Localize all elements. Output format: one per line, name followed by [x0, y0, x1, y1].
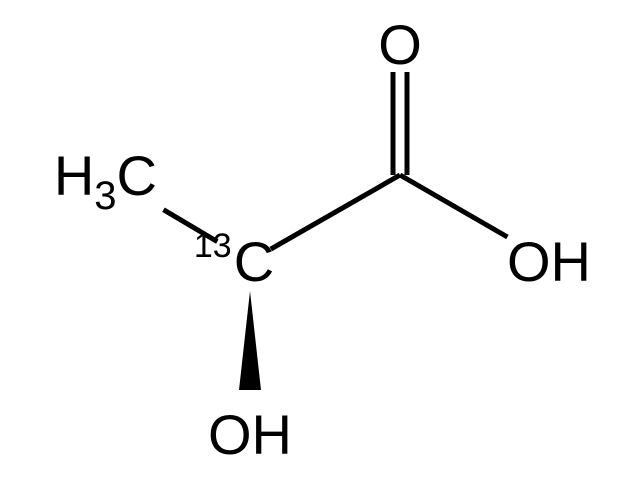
atom-c13: 13C: [194, 227, 274, 293]
atom-oh-right: OH: [507, 230, 591, 293]
ch3-sub: 3: [94, 174, 116, 218]
bond-wedge-c13-oh: [239, 291, 261, 390]
bond-c13-cooh: [271, 175, 400, 249]
bond-c-oh-right: [400, 175, 507, 237]
c13-isotope: 13: [194, 227, 232, 265]
atom-ch3: H3C: [54, 144, 157, 218]
molecule-diagram: H3C 13C O OH OH: [0, 0, 640, 500]
atom-o-double: O: [378, 13, 422, 76]
atom-oh-bottom: OH: [208, 403, 292, 466]
